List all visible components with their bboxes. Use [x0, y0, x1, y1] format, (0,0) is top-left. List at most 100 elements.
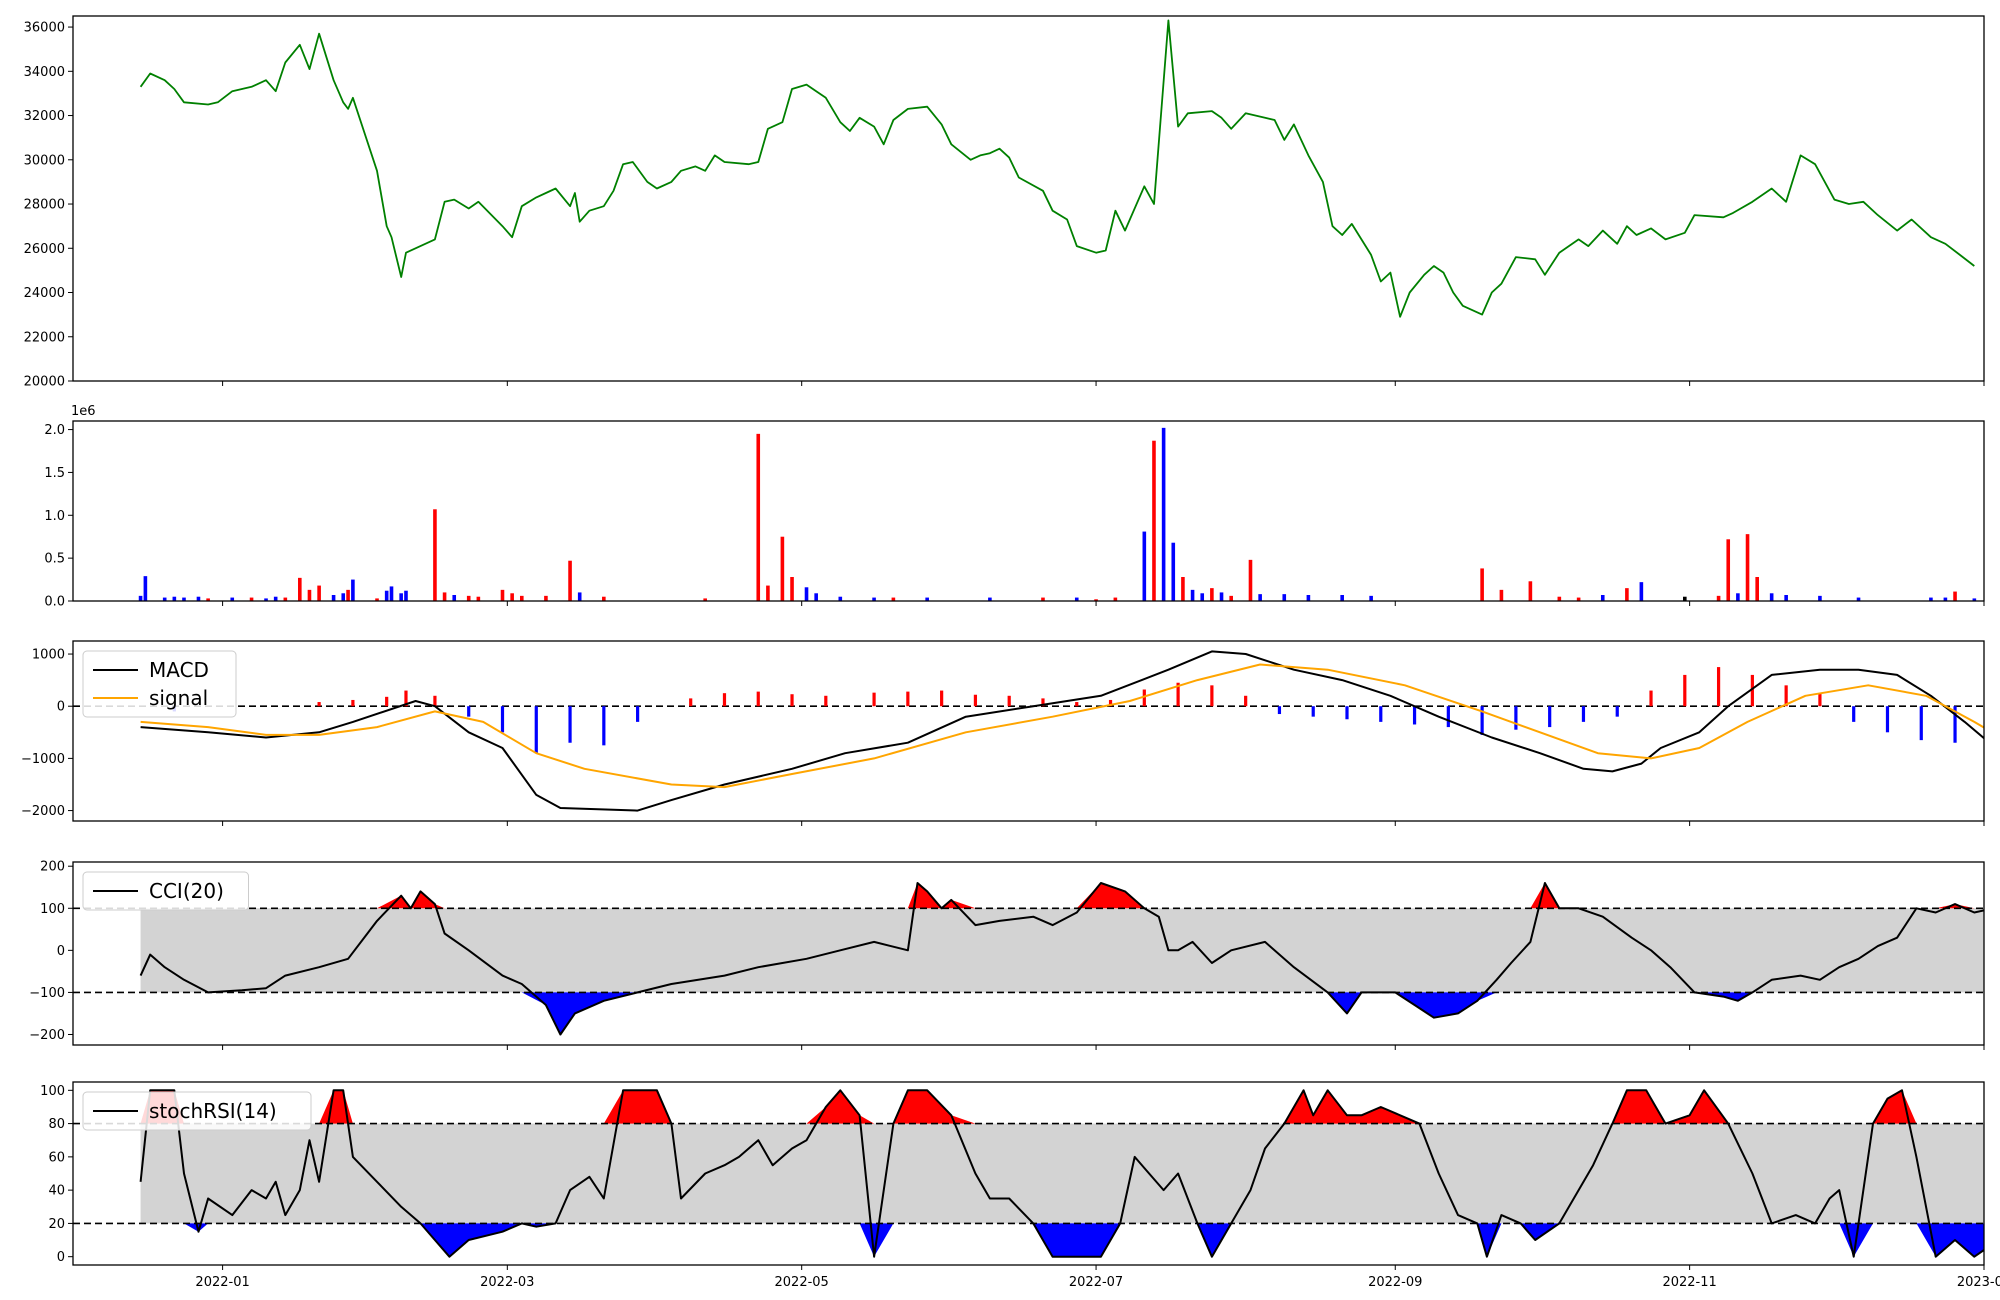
volume-plot-area — [138, 427, 1977, 601]
macd-series-line-signal — [140, 663, 1984, 789]
price-y-tick-label: 22000 — [24, 330, 65, 345]
volume-bar — [1229, 595, 1233, 601]
x-tick-label: 2022-09 — [1368, 1275, 1422, 1290]
volume-bar — [1716, 595, 1721, 601]
macd-hist-bar — [1987, 706, 1990, 727]
price-y-tick-label: 30000 — [24, 153, 65, 168]
stochrsi-y-tick-label: 0 — [57, 1250, 65, 1265]
volume-bar — [1219, 592, 1224, 601]
macd-hist-bar — [1007, 695, 1011, 707]
macd-hist-bar — [824, 695, 828, 707]
volume-bar — [1745, 534, 1750, 601]
volume-bar — [1210, 588, 1214, 601]
volume-bar — [384, 590, 389, 601]
volume-bar — [577, 592, 582, 601]
macd-y-tick-label: −1000 — [21, 752, 65, 767]
volume-bar — [1248, 559, 1253, 601]
volume-bar — [182, 597, 186, 601]
volume-bar — [307, 589, 312, 601]
macd-hist-bar — [1480, 706, 1484, 735]
stochrsi-oversold-fill — [140, 1223, 1984, 1257]
cci-y-tick-label: −100 — [29, 986, 65, 1001]
volume-bar — [264, 598, 268, 601]
volume-bar — [780, 536, 785, 601]
volume-bar — [230, 597, 235, 601]
macd-hist-bar — [1311, 706, 1315, 717]
cci-y-tick-label: −200 — [29, 1028, 65, 1043]
volume-bar — [804, 587, 809, 601]
stochrsi-neutral-band — [140, 1123, 1984, 1224]
volume-bar — [925, 597, 929, 601]
volume-bar — [196, 596, 201, 601]
macd-hist-bar — [1075, 702, 1079, 707]
volume-bar — [1074, 597, 1079, 601]
volume-bar — [1625, 588, 1629, 601]
volume-bar — [1557, 596, 1562, 601]
cci-axes-frame — [72, 861, 1985, 1046]
volume-bar — [756, 433, 761, 601]
volume-bar — [814, 593, 818, 601]
macd-hist-bar — [1750, 674, 1754, 707]
volume-bar — [1972, 598, 1977, 601]
macd-hist-bar — [636, 706, 640, 722]
macd-hist-bar — [1277, 706, 1282, 715]
volume-bar — [1161, 427, 1166, 601]
macd-hist-bar — [1885, 706, 1890, 733]
volume-bar — [1369, 595, 1373, 601]
volume-bar — [1152, 440, 1156, 601]
volume-bar — [766, 585, 770, 601]
macd-plot-area — [73, 650, 1990, 812]
x-tick-label: 2022-07 — [1069, 1275, 1123, 1290]
volume-bar — [703, 598, 707, 601]
macd-hist-bar — [872, 692, 876, 707]
stochrsi-y-tick-label: 60 — [48, 1150, 65, 1165]
volume-bar — [1600, 595, 1605, 601]
macd-legend-label: signal — [149, 686, 208, 710]
volume-bar — [1200, 593, 1205, 601]
macd-hist-bar — [1041, 698, 1045, 707]
macd-hist-bar — [1548, 706, 1552, 728]
volume-y-tick-label: 1.5 — [44, 466, 65, 481]
cci-neutral-band — [140, 908, 1984, 993]
macd-panel: −2000 −1000 0 1000 MACD signal — [21, 640, 1990, 826]
price-series-line-main — [139, 19, 1975, 318]
volume-bar — [476, 596, 481, 601]
stochrsi-legend-label: stochRSI(14) — [149, 1099, 277, 1123]
volume-bar — [433, 509, 437, 601]
volume-bar — [1094, 599, 1098, 601]
macd-axes-frame — [72, 640, 1985, 822]
cci-overbought-fill — [140, 883, 1984, 909]
macd-hist-bar — [385, 696, 389, 707]
macd-hist-bar — [1615, 706, 1619, 717]
macd-hist-bar — [1683, 674, 1687, 707]
volume-bar — [1856, 597, 1861, 601]
cci-series-line-main — [139, 882, 1984, 1036]
volume-bar — [500, 589, 505, 601]
macd-y-tick-label: 1000 — [32, 648, 65, 663]
cci-panel: −200 −100 0 100 200 CCI(20) — [29, 860, 1985, 1050]
price-y-tick-label: 34000 — [24, 65, 65, 80]
volume-bar — [1784, 595, 1788, 601]
macd-y-tick-label: 0 — [57, 700, 65, 715]
volume-bar — [331, 595, 336, 601]
price-axes-frame — [72, 15, 1985, 382]
macd-hist-bar — [1379, 706, 1383, 722]
macd-series-line-macd — [140, 650, 1984, 812]
volume-bar — [1639, 582, 1644, 601]
volume-bar — [389, 586, 394, 601]
stochrsi-y-tick-label: 40 — [48, 1184, 65, 1199]
volume-bar — [442, 592, 447, 601]
volume-y-tick-label: 1.0 — [44, 509, 65, 524]
volume-y-tick-label: 2.0 — [44, 423, 65, 438]
volume-bar — [1576, 597, 1581, 601]
volume-y-tick-label: 0.5 — [44, 552, 65, 567]
macd-hist-bar — [973, 694, 978, 707]
macd-hist-bar — [1142, 689, 1146, 707]
volume-bar — [375, 598, 379, 601]
macd-hist-bar — [1852, 706, 1856, 722]
volume-bar — [1499, 589, 1504, 601]
volume-bar — [1340, 595, 1344, 601]
macd-legend-box — [82, 650, 237, 718]
macd-hist-bar — [1176, 682, 1180, 707]
